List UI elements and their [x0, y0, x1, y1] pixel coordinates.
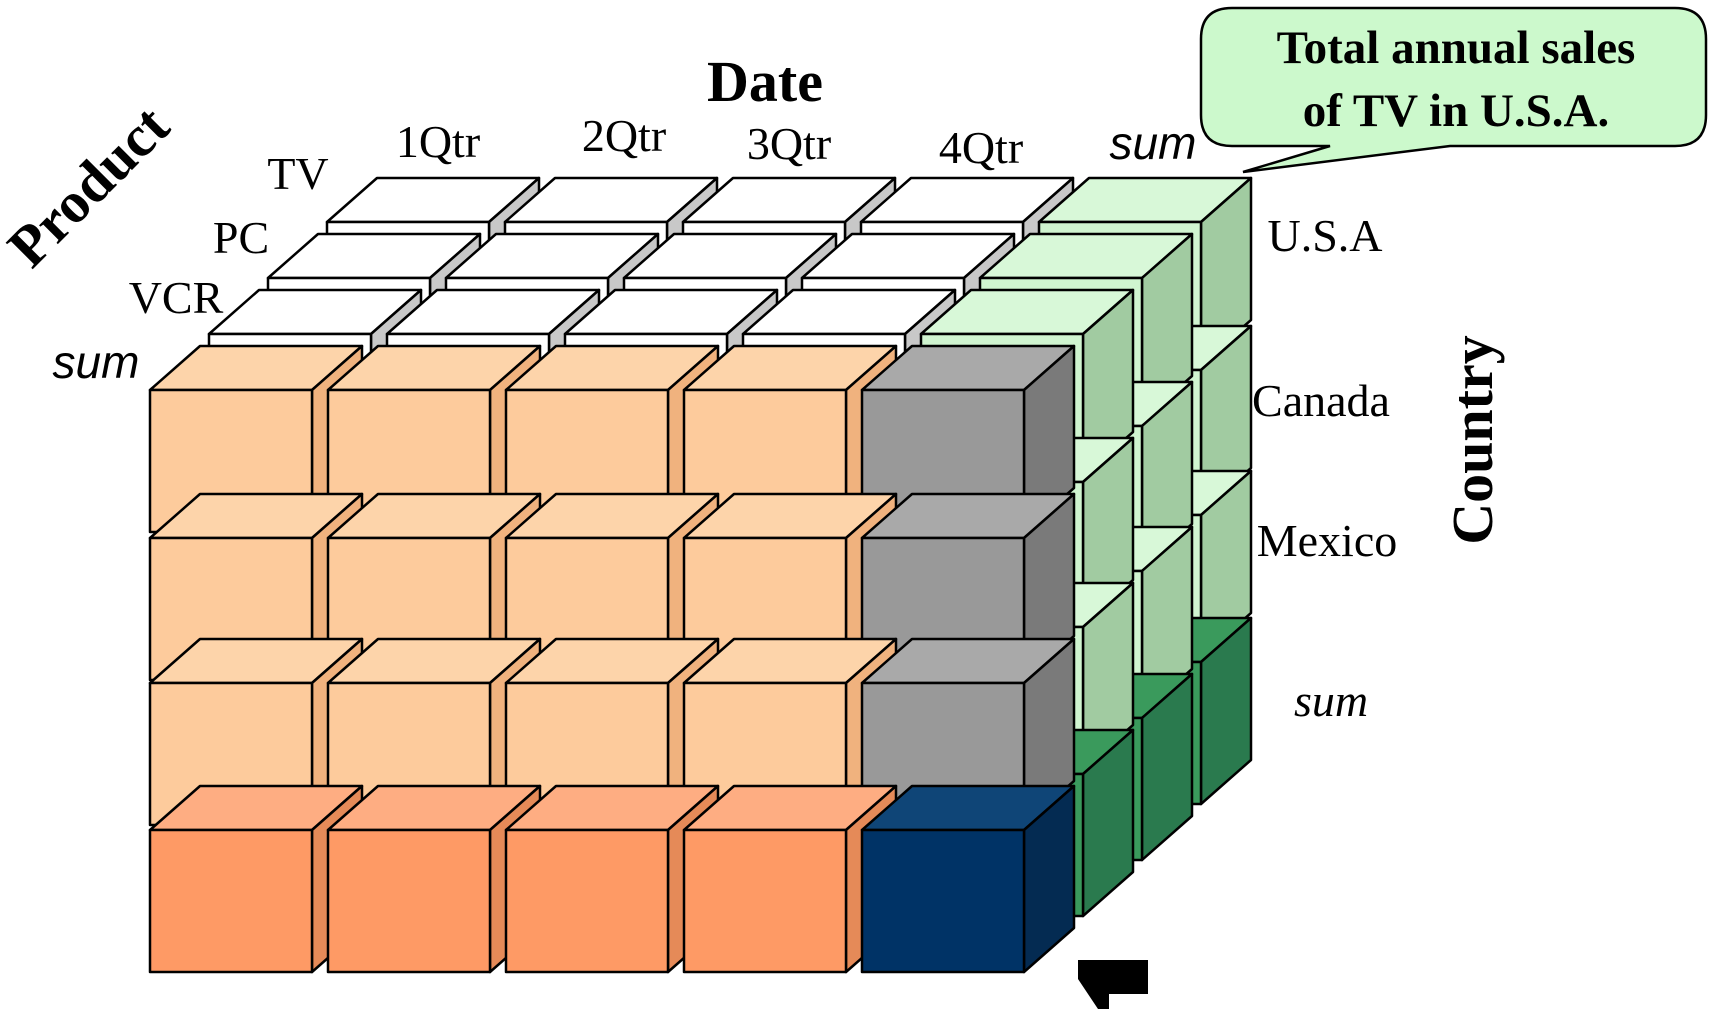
- cube-sum-3qtr-sum: [504, 784, 720, 974]
- cube-sum-2qtr-sum-front: [326, 828, 492, 974]
- date-label-1qtr: 1Qtr: [396, 116, 480, 167]
- cube-sum-1qtr-sum: [148, 784, 364, 974]
- cube-sum-4qtr-sum-front: [682, 828, 848, 974]
- date-label-4qtr: 4Qtr: [939, 122, 1023, 173]
- product-axis-title: Product: [0, 92, 182, 279]
- country-label-canada: Canada: [1252, 375, 1390, 426]
- product-label-tv: TV: [267, 148, 328, 199]
- cube-sum-sum-sum-front: [860, 828, 1026, 974]
- callout: Total annual sales of TV in U.S.A.: [1199, 6, 1708, 174]
- cube-sum-sum-sum: [860, 784, 1076, 974]
- country-label-usa: U.S.A: [1267, 210, 1382, 261]
- country-label-mexico: Mexico: [1257, 515, 1398, 566]
- left-arrow-icon: [1078, 960, 1148, 1009]
- date-label-2qtr: 2Qtr: [582, 110, 666, 161]
- product-label-pc: PC: [213, 212, 269, 263]
- product-label-vcr: VCR: [129, 272, 224, 323]
- country-label-sum: sum: [1294, 675, 1368, 726]
- callout-line-2: of TV in U.S.A.: [1303, 85, 1609, 137]
- cube-sum-sum-usa: [860, 344, 1076, 534]
- date-label-sum: sum: [1110, 117, 1197, 169]
- cube-sum-1qtr-sum-front: [148, 828, 314, 974]
- cube-sum-3qtr-sum-front: [504, 828, 670, 974]
- country-axis-title: Country: [1440, 335, 1505, 544]
- date-label-3qtr: 3Qtr: [747, 118, 831, 169]
- callout-bubble: [1199, 6, 1708, 174]
- date-axis-title: Date: [707, 49, 823, 114]
- cube-sum-4qtr-usa: [682, 344, 898, 534]
- callout-line-1: Total annual sales: [1277, 22, 1636, 74]
- product-label-sum: sum: [53, 336, 140, 388]
- cube-grid: [148, 176, 1253, 974]
